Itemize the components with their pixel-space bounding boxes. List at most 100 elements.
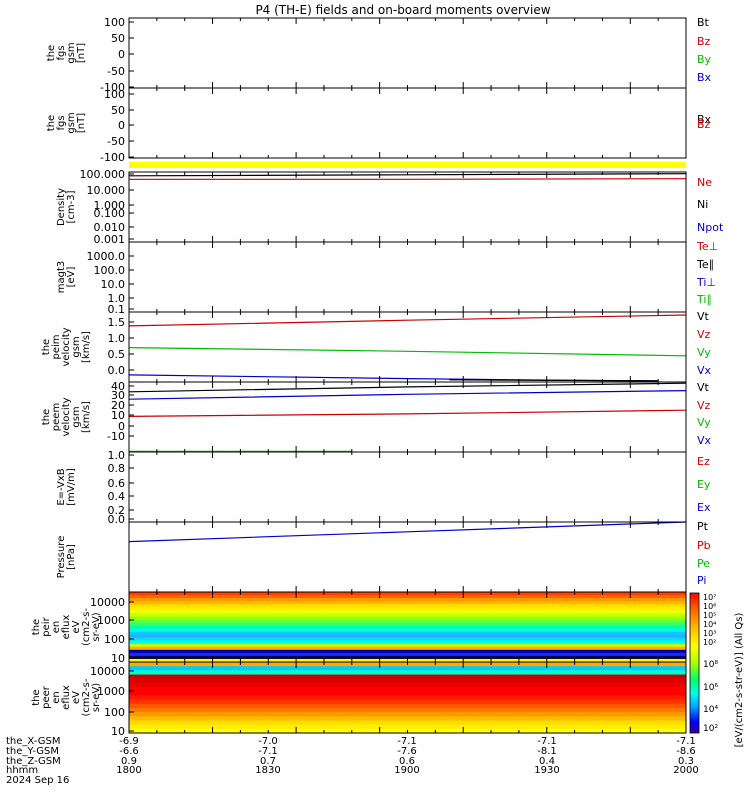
footer-value: -6.6 (119, 746, 139, 757)
y-tick-label: -100 (100, 151, 125, 164)
footer-value: 1900 (394, 765, 419, 776)
spectrogram-band (129, 674, 686, 680)
footer-value: 0.9 (121, 756, 137, 767)
y-tick-label: 0 (118, 420, 125, 433)
panel-8: Pressure [nPa] Pt Pb Pe Pi (56, 520, 711, 593)
footer-value: -8.1 (537, 746, 557, 757)
colorbar-tick: 10⁷ (703, 593, 716, 602)
y-axis-label: the peir en eflux eV (cm2-s-sr-eV) (31, 608, 102, 646)
spectrogram-band (129, 640, 686, 645)
y-axis-label: the peim velocity gsm [km/s] (41, 327, 92, 366)
panel-frame (128, 87, 687, 159)
legend-ey: Ey (697, 478, 711, 491)
panel-9: 10000 1000 100 10 the peir en eflux eV (cm2-s-sr-… (31, 591, 687, 665)
footer-value: 0.7 (260, 756, 276, 767)
footer-value: -7.0 (258, 736, 278, 747)
y-axis-label-line: the (31, 619, 42, 635)
legend-bx: Bx (697, 71, 712, 84)
panel-frame (128, 311, 687, 383)
colorbar-tick: 10³ (703, 629, 716, 638)
spectrogram-band (129, 604, 686, 608)
legend-by: By (697, 53, 712, 66)
legend-bz: Bz (697, 35, 711, 48)
y-axis-label-line: [nT] (76, 113, 87, 133)
y-tick-label: 40 (111, 380, 125, 393)
y-tick-label: 0.4 (108, 490, 126, 503)
footer-value: 0.4 (539, 756, 555, 767)
y-tick-label: 0.001 (94, 233, 126, 246)
series-line-vz (128, 314, 687, 327)
spectrogram-band (129, 616, 686, 620)
spectrogram-band (129, 628, 686, 633)
spectrogram-band (129, 699, 686, 705)
y-tick-label: 0.5 (108, 348, 126, 361)
y-axis-label: the fgs gsm [nT] (46, 42, 87, 63)
y-tick-label: 100 (104, 633, 125, 646)
figure-title: P4 (TH-E) fields and on-board moments ov… (255, 3, 550, 17)
spectrogram-band (129, 707, 686, 713)
y-axis-label-line: the (31, 689, 42, 705)
series-line-vt (128, 382, 687, 393)
y-tick-label: 10000 (90, 596, 125, 609)
legend-vz: Vz (697, 399, 711, 412)
footer-value: -8.6 (676, 746, 696, 757)
spectrogram-band (129, 670, 686, 676)
y-axis-label-line: velocity (61, 327, 72, 366)
y-axis-label-line: peir (41, 616, 52, 636)
y-axis-label-line: [nPa] (66, 544, 77, 570)
y-tick-label: 0.100 (94, 207, 126, 220)
y-tick-label: 30 (111, 389, 125, 402)
y-tick-label: 0.2 (108, 504, 126, 517)
y-axis-label-line: eflux (61, 685, 72, 710)
spectrogram-band (129, 712, 686, 717)
series-line-ne (129, 178, 687, 180)
y-axis-label-line: Density (56, 188, 67, 226)
footer-value: -7.6 (397, 746, 417, 757)
y-axis-label: the peem velocity gsm [km/s] (41, 397, 92, 436)
legend-pi: Pi (697, 574, 706, 587)
spectrogram-band (129, 637, 686, 642)
footer-value: -7.1 (676, 736, 696, 747)
y-axis-label-line: Pressure (56, 536, 67, 579)
y-tick-label: 100 (104, 16, 125, 29)
panel-5: 1.5 1.0 0.5 0.0 the peim velocity gsm [km/s] Vt Vz… (41, 310, 712, 383)
y-tick-label: 100.000 (80, 168, 126, 181)
status-bar (129, 162, 686, 168)
y-tick-label: 1000 (97, 614, 125, 627)
panel-10: 10000 1000 100 10 the peer en eflux eV (cm2-s-sr-… (31, 661, 687, 738)
y-axis-label-line: [km/s] (81, 331, 92, 363)
legend-vz: Vz (697, 328, 711, 341)
y-tick-label: 0.6 (108, 477, 126, 490)
y-tick-label: 1000.0 (87, 250, 126, 263)
legend-vy: Vy (697, 416, 711, 429)
legend-ne: Ne (697, 176, 712, 189)
footer-value: 1800 (116, 765, 141, 776)
y-axis-label: the peer en eflux eV (cm2-s-sr-eV) (31, 678, 102, 716)
y-axis-label-line: the (41, 339, 52, 355)
y-tick-label: 100.0 (94, 264, 126, 277)
spectrogram-band (129, 601, 686, 605)
series-line-vt (449, 379, 659, 382)
y-tick-label: 0 (118, 119, 125, 132)
panel-7: 1.00.8 0.60.40.20.0 E=-VxB [mV/m] Ez Ey Ex (56, 449, 711, 526)
y-axis-label-line: gsm (71, 406, 82, 427)
panel-frame (128, 521, 687, 593)
footer-value: 1830 (255, 765, 280, 776)
legend-pt: Pt (697, 520, 709, 533)
y-tick-label: 0.010 (94, 221, 126, 234)
legend-ti∥: Ti∥ (696, 293, 712, 306)
spectrogram-band (129, 625, 686, 630)
spectrogram-band (129, 655, 686, 660)
series-line-vy (128, 347, 687, 357)
y-tick-label: 10000 (90, 665, 125, 678)
spectrogram-band (129, 666, 686, 671)
y-tick-label: -50 (107, 135, 125, 148)
spectrogram-band (129, 695, 686, 701)
y-tick-label: 0 (118, 48, 125, 61)
legend-vx: Vx (697, 364, 712, 377)
colorbar-label: [eV/(cm2-s-str-eV)] (All Qs) (734, 612, 745, 747)
